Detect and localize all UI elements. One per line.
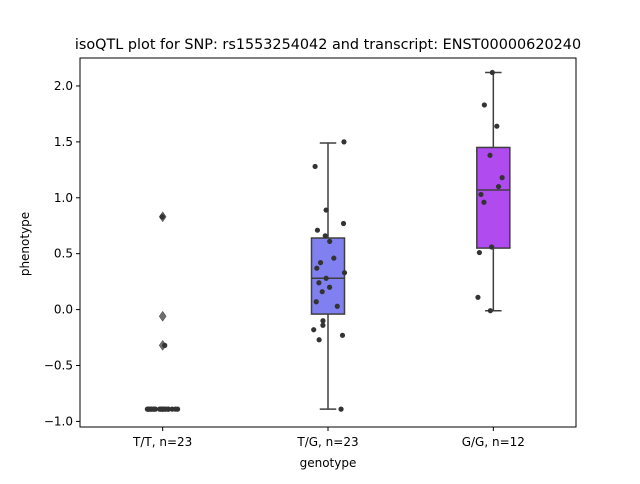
data-point xyxy=(327,239,332,244)
data-point xyxy=(162,343,167,348)
data-point xyxy=(311,327,316,332)
data-point xyxy=(341,221,346,226)
x-tick-label: G/G, n=12 xyxy=(462,435,525,449)
data-point xyxy=(494,124,499,129)
data-point xyxy=(160,214,165,219)
x-tick-label: T/T, n=23 xyxy=(132,435,192,449)
data-point xyxy=(335,304,340,309)
data-point xyxy=(324,276,329,281)
data-point xyxy=(324,207,329,212)
data-point xyxy=(490,70,495,75)
data-point xyxy=(489,244,494,249)
data-point xyxy=(315,228,320,233)
data-point xyxy=(160,407,165,412)
data-point xyxy=(341,139,346,144)
data-point xyxy=(314,299,319,304)
data-point xyxy=(340,333,345,338)
data-point xyxy=(496,184,501,189)
data-point xyxy=(323,233,328,238)
data-point xyxy=(477,250,482,255)
data-point xyxy=(145,407,150,412)
y-tick-label: −1.0 xyxy=(44,414,73,428)
x-tick-label: T/G, n=23 xyxy=(296,435,358,449)
data-point xyxy=(478,192,483,197)
y-tick-label: 0.0 xyxy=(54,303,73,317)
data-point xyxy=(500,175,505,180)
y-tick-label: 1.5 xyxy=(54,135,73,149)
data-point xyxy=(318,260,323,265)
data-point xyxy=(327,285,332,290)
data-point xyxy=(342,270,347,275)
y-axis-label: phenotype xyxy=(18,212,32,276)
y-tick-label: 2.0 xyxy=(54,79,73,93)
data-point xyxy=(487,153,492,158)
data-point xyxy=(320,318,325,323)
data-point xyxy=(338,407,343,412)
data-point xyxy=(320,289,325,294)
box xyxy=(477,147,510,248)
data-point xyxy=(482,102,487,107)
x-axis-label: genotype xyxy=(300,456,357,470)
data-point xyxy=(317,337,322,342)
data-point xyxy=(313,164,318,169)
chart-title: isoQTL plot for SNP: rs1553254042 and tr… xyxy=(75,37,581,53)
y-tick-label: 0.5 xyxy=(54,247,73,261)
data-point xyxy=(320,323,325,328)
data-point xyxy=(488,308,493,313)
data-point xyxy=(175,407,180,412)
y-tick-label: −0.5 xyxy=(44,359,73,373)
data-point xyxy=(316,280,321,285)
data-point xyxy=(475,295,480,300)
y-tick-label: 1.0 xyxy=(54,191,73,205)
data-point xyxy=(314,266,319,271)
data-point xyxy=(331,256,336,261)
data-point xyxy=(481,200,486,205)
